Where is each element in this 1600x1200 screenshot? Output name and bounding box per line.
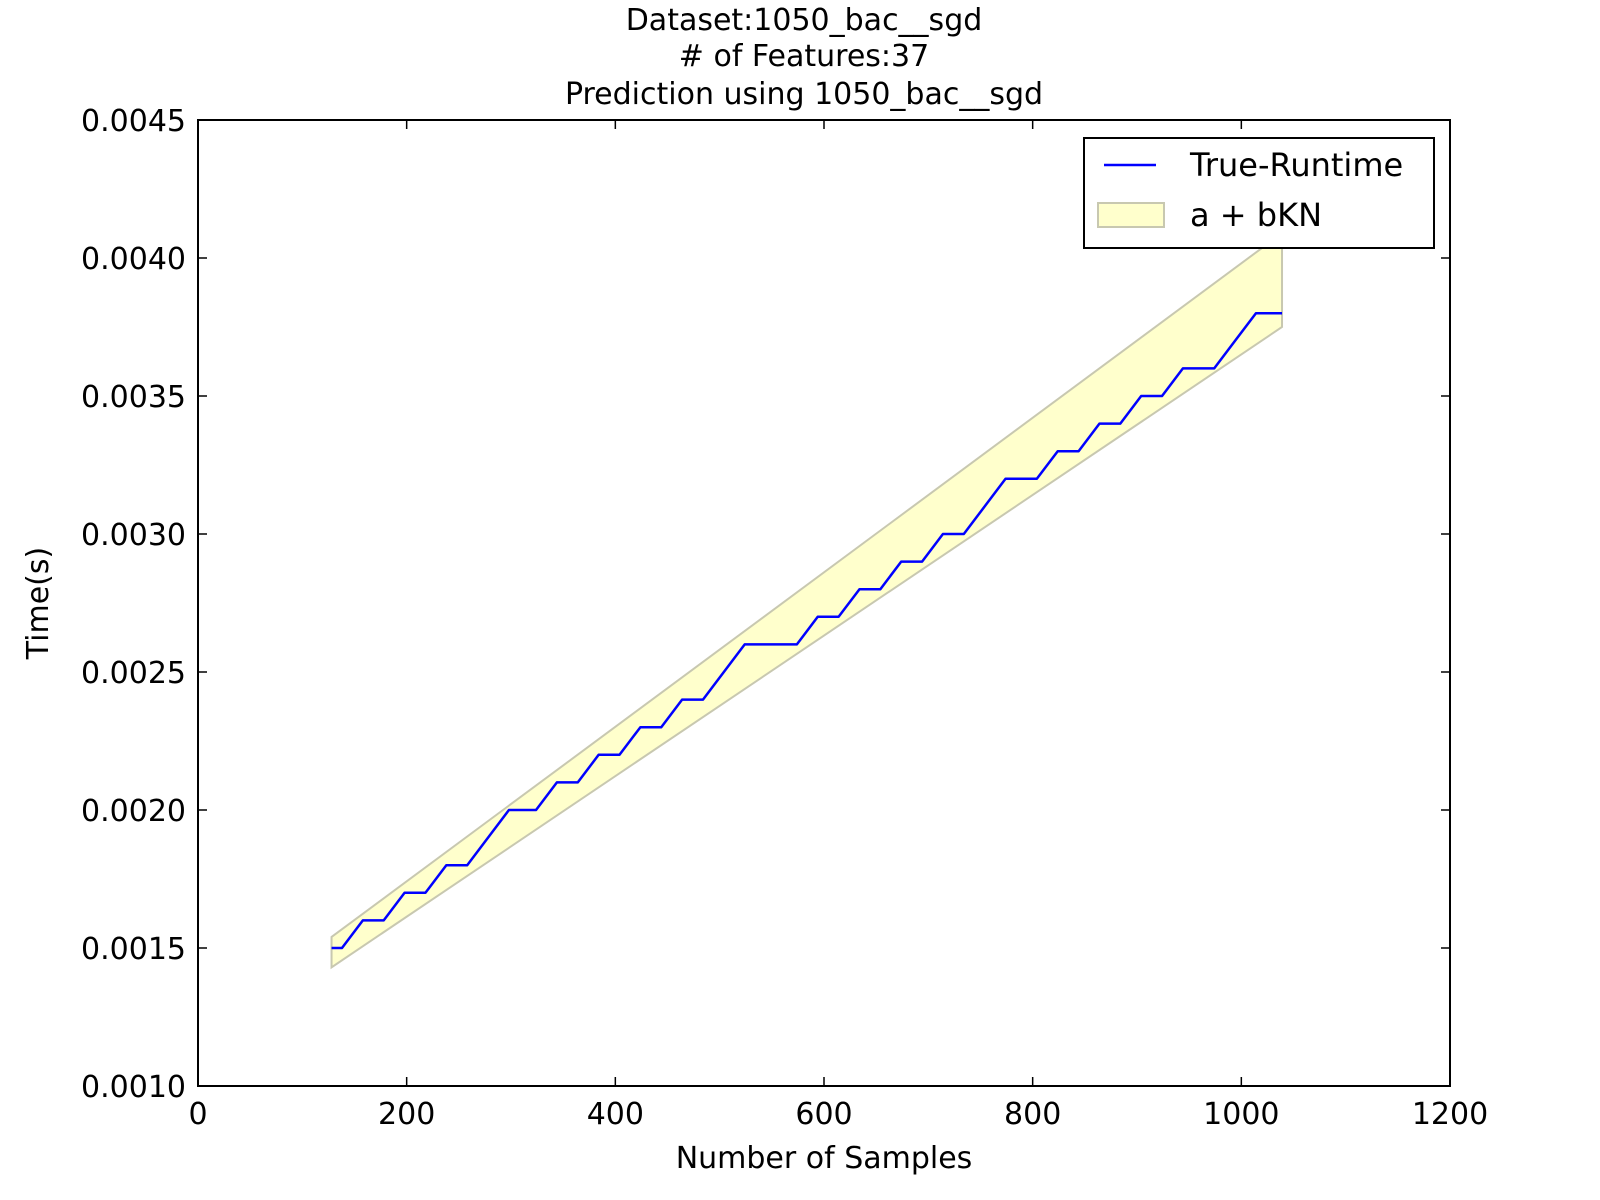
y-tick-label: 0.0040 [81, 242, 186, 277]
y-tick-label: 0.0035 [81, 380, 186, 415]
x-tick-label: 0 [188, 1097, 207, 1132]
y-ticks: 0.0010 0.0015 0.0020 0.0025 0.0030 0.0035 0.00… [81, 104, 1450, 1105]
chart-title-line-1: Dataset:1050_bac__sgd [626, 3, 983, 38]
y-tick-label: 0.0025 [81, 656, 186, 691]
chart-title-line-2: # of Features:37 [679, 39, 929, 74]
y-axis-label: Time(s) [21, 547, 56, 660]
x-tick-label: 800 [1004, 1097, 1061, 1132]
band-layer [330, 231, 1284, 970]
y-tick-label: 0.0015 [81, 932, 186, 967]
legend-swatch-band [1097, 202, 1165, 228]
y-tick-label: 0.0045 [81, 104, 186, 139]
x-tick-label: 400 [587, 1097, 644, 1132]
legend: True-Runtime a + bKN [1083, 137, 1435, 249]
line-layer [331, 311, 1283, 950]
y-tick-label: 0.0010 [81, 1070, 186, 1105]
band-a-plus-bkn [330, 231, 1284, 970]
legend-label-true-runtime: True-Runtime [1189, 146, 1403, 184]
x-axis-label: Number of Samples [676, 1141, 973, 1176]
x-tick-label: 200 [378, 1097, 435, 1132]
y-tick-label: 0.0030 [81, 518, 186, 553]
series-true-runtime [331, 311, 1283, 950]
x-tick-label: 600 [795, 1097, 852, 1132]
x-ticks: 0 200 400 600 800 1000 1200 [188, 120, 1488, 1132]
legend-box [1083, 137, 1435, 249]
x-tick-label: 1200 [1412, 1097, 1488, 1132]
chart-title-line-3: Prediction using 1050_bac__sgd [565, 77, 1043, 112]
x-tick-label: 1000 [1203, 1097, 1279, 1132]
y-tick-label: 0.0020 [81, 794, 186, 829]
legend-label-band: a + bKN [1190, 196, 1322, 234]
